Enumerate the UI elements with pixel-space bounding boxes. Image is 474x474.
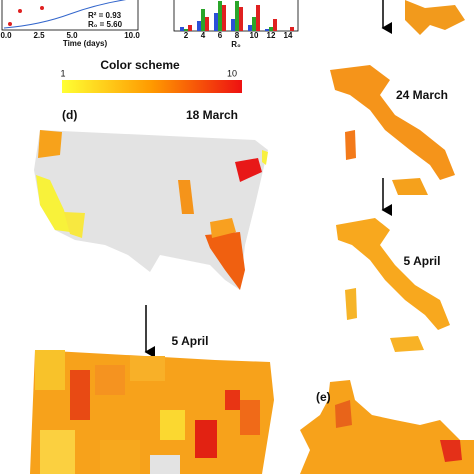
bar-decoration (197, 21, 201, 31)
x-axis-label: R₀ (231, 40, 241, 49)
bar-decoration (273, 19, 277, 31)
map-date: 5 April (172, 334, 209, 348)
italy-map (330, 65, 455, 195)
map-date: 24 March (396, 88, 448, 102)
bar-decoration (188, 25, 192, 31)
fit-plot: R² = 0.93 R₀ = 5.60 0.0 2.5 5.0 10.0 Tim… (0, 0, 140, 48)
panel-label: (d) (62, 108, 77, 122)
bar-decoration (180, 27, 184, 31)
us-map (34, 130, 268, 290)
bar-decoration (231, 19, 235, 31)
scale-max: 10 (227, 68, 237, 78)
bar-decoration (252, 17, 256, 31)
r-squared: R² = 0.93 (88, 11, 122, 20)
bar-decoration (222, 5, 226, 31)
map-date: 18 March (186, 108, 238, 122)
map-date: 5 April (404, 254, 441, 268)
italy-map (336, 218, 450, 352)
bar-decoration (290, 27, 294, 31)
color-bar (62, 80, 242, 93)
bar-decoration (205, 17, 209, 31)
bar-decoration (201, 9, 205, 31)
x-tick-label: 4 (201, 31, 206, 40)
x-tick-label: 14 (284, 31, 293, 40)
histogram: R₀ (173, 0, 299, 49)
bar-decoration (214, 13, 218, 31)
bar-decoration (248, 25, 252, 31)
x-axis-label: Time (days) (63, 39, 108, 48)
us-map (30, 350, 274, 474)
x-tick-label: 8 (235, 31, 240, 40)
bar-decoration (218, 1, 222, 31)
x-tick-label: 12 (267, 31, 276, 40)
india-map (300, 380, 474, 474)
bar-decoration (235, 1, 239, 31)
scale-min: 1 (60, 68, 65, 78)
bar-decoration (239, 7, 243, 31)
bar-decoration (265, 29, 269, 31)
color-scheme-title: Color scheme (100, 58, 180, 72)
italy-map-partial (405, 0, 465, 35)
bar-decoration (269, 27, 273, 31)
bar-decoration (256, 5, 260, 31)
x-tick-label: 6 (218, 31, 223, 40)
x-tick-label: 2 (184, 31, 189, 40)
bar-decoration (184, 29, 188, 31)
x-tick-label: 5.0 (66, 31, 78, 40)
x-tick-label: 10 (250, 31, 259, 40)
panel-label: (e) (316, 390, 331, 404)
x-tick-label: 10.0 (124, 31, 140, 40)
x-tick-label: 0.0 (0, 31, 12, 40)
x-tick-label: 2.5 (33, 31, 45, 40)
r0: R₀ = 5.60 (88, 20, 123, 29)
